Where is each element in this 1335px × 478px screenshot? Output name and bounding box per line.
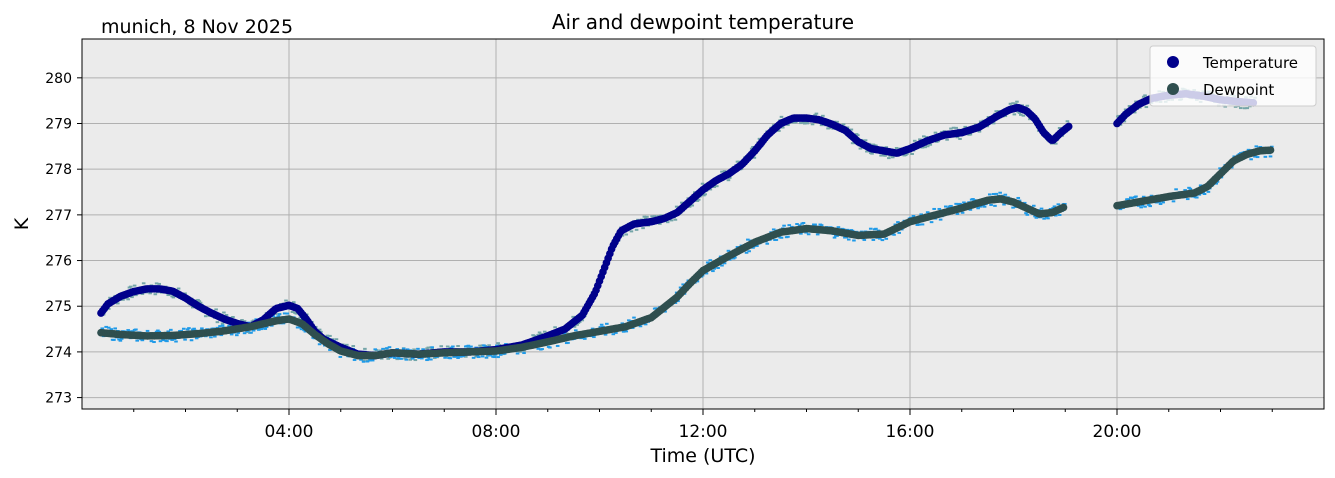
- x-tick-label: 04:00: [265, 422, 314, 442]
- point: [1059, 203, 1068, 212]
- y-tick-label: 276: [45, 254, 72, 270]
- legend-label-temperature: Temperature: [1202, 54, 1298, 72]
- x-tick-label: 16:00: [886, 422, 935, 442]
- y-tick-label: 273: [45, 391, 72, 407]
- y-tick-label: 278: [45, 162, 72, 178]
- point: [1064, 122, 1073, 131]
- x-tick-label: 08:00: [472, 422, 521, 442]
- y-tick-label: 274: [45, 345, 72, 361]
- ticks: 273 274 275 276 277 278 279 280 04:00 08:00 12:00 1…: [45, 71, 1273, 442]
- y-tick-label: 275: [45, 299, 72, 315]
- y-tick-label: 279: [45, 117, 72, 133]
- y-tick-label: 280: [45, 71, 72, 87]
- x-axis-label: Time (UTC): [649, 445, 755, 467]
- series-dewpoint: [97, 146, 1275, 360]
- y-tick-label: 277: [45, 208, 72, 224]
- y-axis-label: K: [11, 217, 33, 230]
- x-tick-label: 20:00: [1093, 422, 1142, 442]
- x-tick-label: 12:00: [679, 422, 728, 442]
- legend: Temperature Dewpoint: [1149, 45, 1317, 107]
- legend-marker-temperature: [1167, 56, 1179, 68]
- legend-marker-dewpoint: [1167, 83, 1179, 95]
- corner-text: munich, 8 Nov 2025: [101, 16, 293, 38]
- legend-box: [1149, 45, 1317, 107]
- chart-title: Air and dewpoint temperature: [552, 10, 854, 34]
- point: [1266, 146, 1275, 154]
- legend-label-dewpoint: Dewpoint: [1203, 81, 1274, 99]
- series-layer: [97, 90, 1275, 360]
